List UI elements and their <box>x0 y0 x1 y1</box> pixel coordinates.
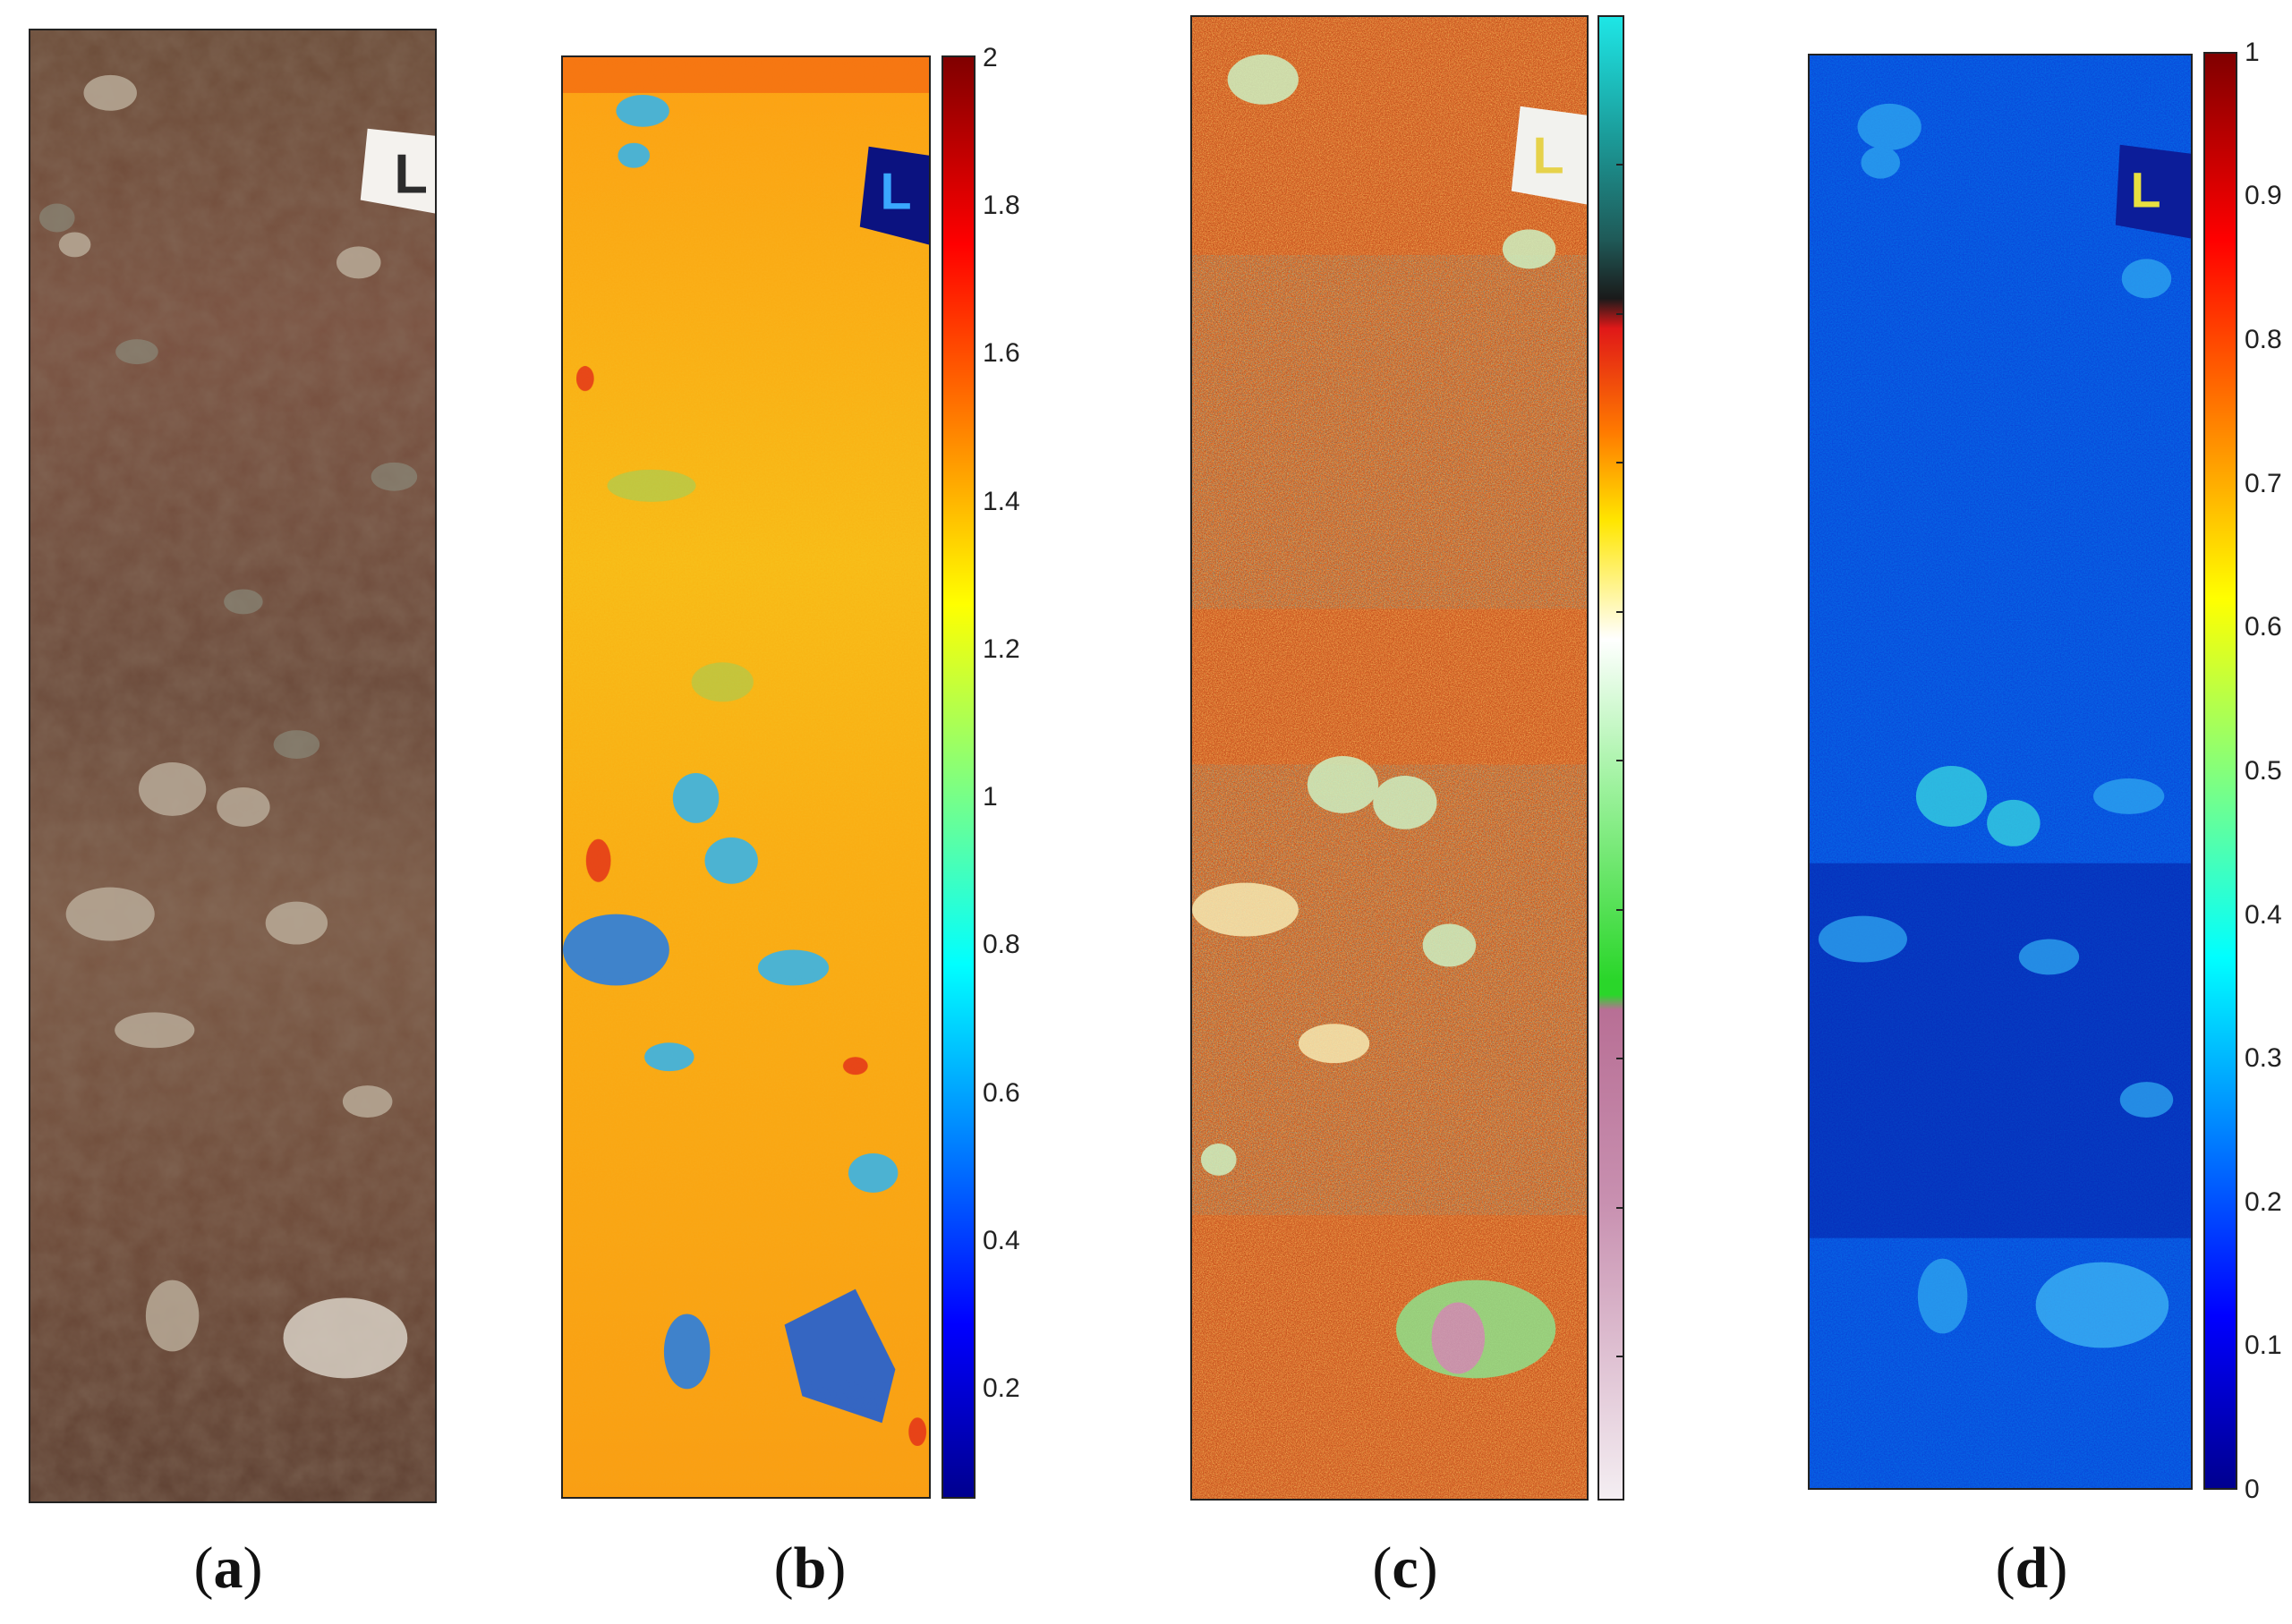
caption-a-letter: a <box>213 1535 243 1601</box>
panel-a-rgb-image: L <box>29 29 437 1503</box>
colorbar-b-tick: 0.6 <box>983 1078 1020 1108</box>
colorbar-c-tickmark <box>1616 1207 1624 1209</box>
colorbar-b <box>942 55 976 1499</box>
caption-c: (c) <box>1372 1535 1438 1601</box>
panel-d-index-map: L <box>1808 54 2193 1490</box>
colorbar-b-tick: 0.8 <box>983 930 1020 959</box>
panel-b-index-map: L <box>561 55 931 1499</box>
colorbar-b-tick: 1.2 <box>983 634 1020 664</box>
colorbar-d-tick: 0.6 <box>2245 612 2282 642</box>
colorbar-d-tick: 0.1 <box>2245 1331 2282 1360</box>
colorbar-b-tick: 1.8 <box>983 191 1020 220</box>
colorbar-b-tick: 2 <box>983 43 998 72</box>
colorbar-d-tick: 1 <box>2245 38 2260 67</box>
caption-d: (d) <box>1995 1535 2068 1601</box>
colorbar-c-tickmark <box>1616 1356 1624 1357</box>
colorbar-d-tick: 0.5 <box>2245 756 2282 786</box>
caption-d-letter: d <box>2015 1535 2049 1601</box>
colorbar-b-tick: 1.6 <box>983 338 1020 368</box>
colorbar-d-tick: 0.8 <box>2245 325 2282 354</box>
marker-letter-c: L <box>1533 127 1564 184</box>
caption-b: (b) <box>773 1535 847 1601</box>
colorbar-d-tick: 0 <box>2245 1475 2260 1504</box>
colorbar-c-tickmark <box>1616 1058 1624 1059</box>
colorbar-c-tickmark <box>1616 164 1624 166</box>
caption-b-letter: b <box>793 1535 827 1601</box>
colorbar-c-tickmark <box>1616 760 1624 761</box>
colorbar-b-tick: 0.4 <box>983 1226 1020 1255</box>
colorbar-c-tickmark <box>1616 611 1624 613</box>
colorbar-d-tick: 0.7 <box>2245 469 2282 498</box>
colorbar-d-tick: 0.9 <box>2245 181 2282 210</box>
marker-letter-d: L <box>2131 162 2161 217</box>
colorbar-c-tickmark <box>1616 313 1624 315</box>
colorbar-d-tick: 0.2 <box>2245 1187 2282 1217</box>
colorbar-d-tick: 0.3 <box>2245 1043 2282 1073</box>
colorbar-c-tickmark <box>1616 909 1624 911</box>
colorbar-d-tick: 0.4 <box>2245 900 2282 930</box>
colorbar-b-tick: 0.2 <box>983 1373 1020 1403</box>
caption-c-letter: c <box>1392 1535 1419 1601</box>
colorbar-c <box>1598 15 1624 1501</box>
colorbar-b-tick: 1 <box>983 782 998 812</box>
caption-a: (a) <box>193 1535 263 1601</box>
marker-letter-a: L <box>394 143 428 205</box>
colorbar-d <box>2203 52 2237 1490</box>
marker-letter-b: L <box>881 163 912 220</box>
colorbar-c-tickmark <box>1616 462 1624 463</box>
colorbar-b-tick: 1.4 <box>983 487 1020 516</box>
panel-c-class-map: L <box>1190 15 1589 1501</box>
